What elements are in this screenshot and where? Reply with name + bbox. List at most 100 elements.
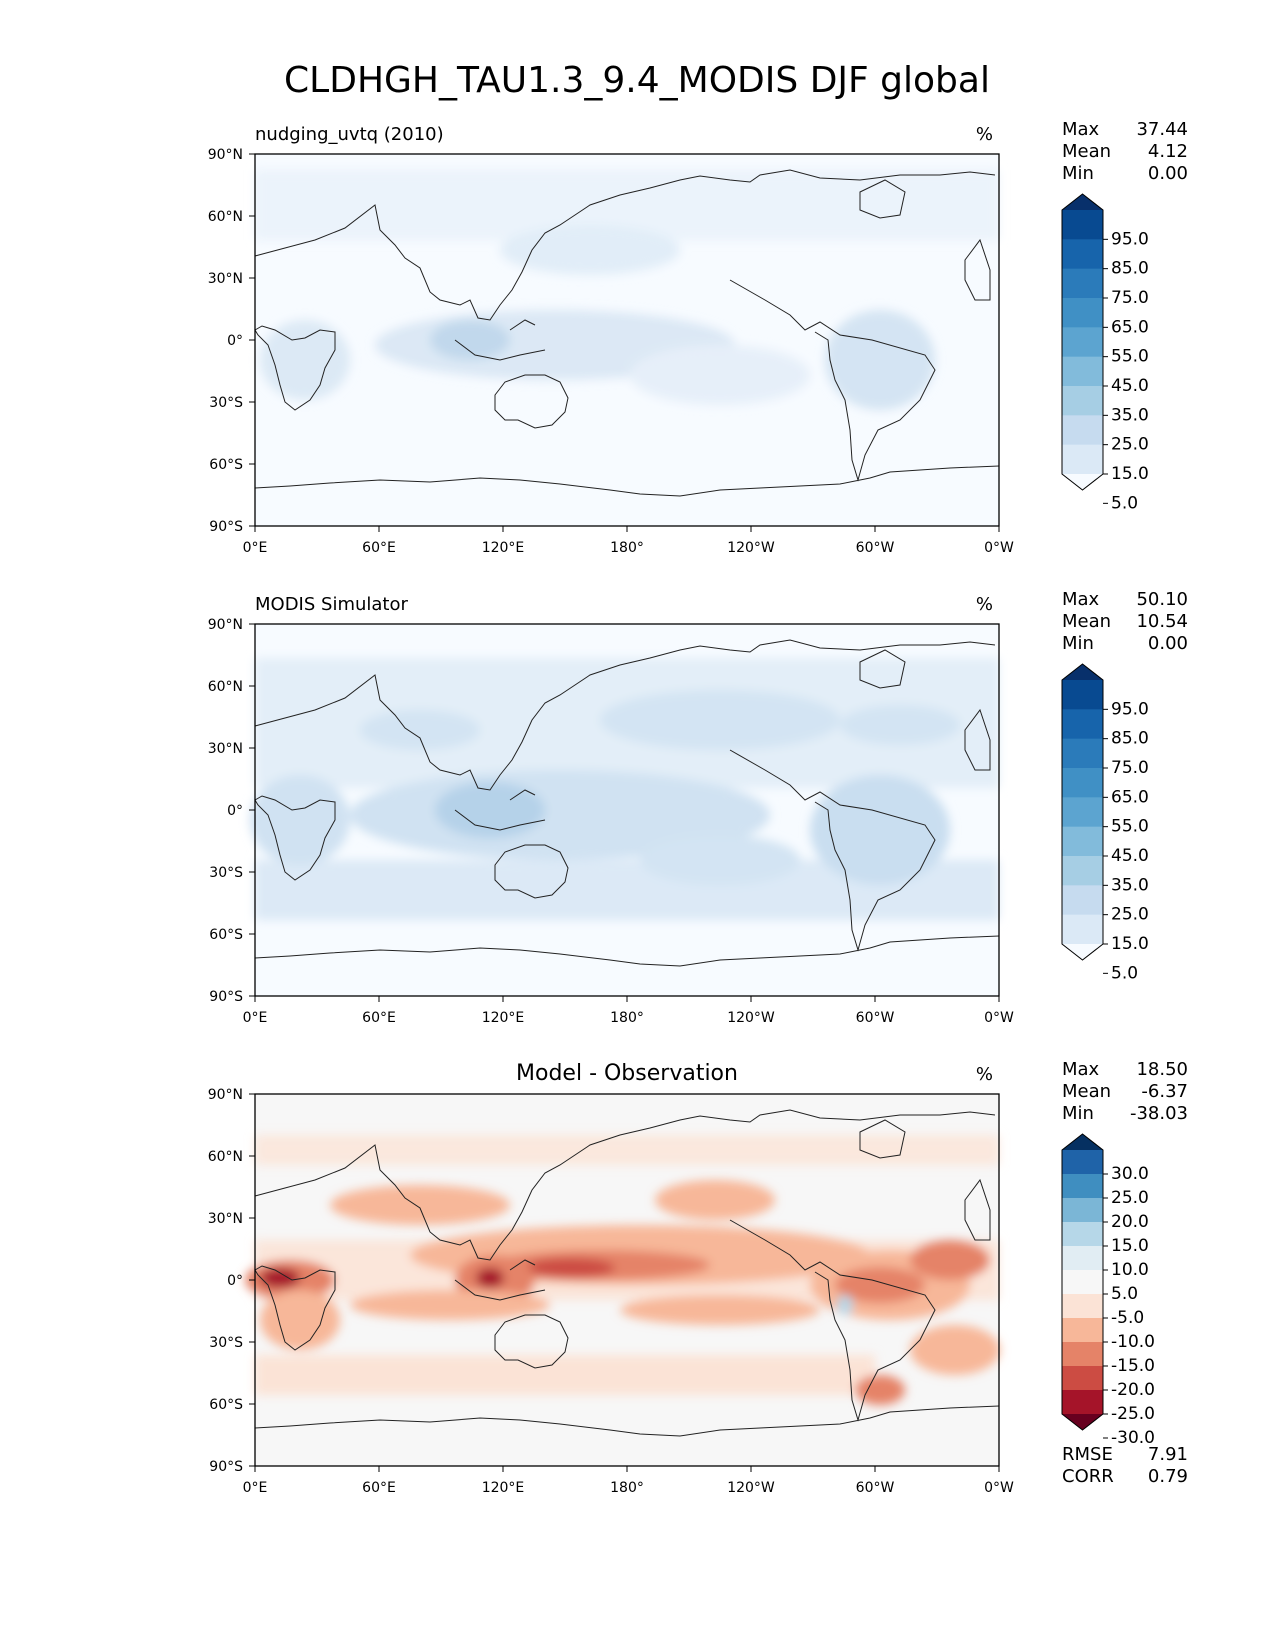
stat-mean-label: Mean <box>1062 611 1111 632</box>
map-test <box>254 153 1000 527</box>
colorbar-tick-label: 25.0 <box>1111 435 1149 455</box>
colorbar-swatch <box>1062 239 1103 270</box>
colorbar-swatch <box>1062 797 1103 828</box>
map-reference <box>250 623 1000 997</box>
lon-tick-label: 120°W <box>727 1480 775 1496</box>
colorbar-extend-max <box>1062 1134 1103 1150</box>
colorbar-swatch <box>1062 1174 1103 1199</box>
colorbar-tick-label: -30.0 <box>1111 1428 1155 1448</box>
lon-tick-label: 120°W <box>727 540 775 556</box>
lat-tick-label: 60°S <box>209 1397 243 1413</box>
lat-tick-label: 60°S <box>209 457 243 473</box>
colorbar-tick-label: 95.0 <box>1111 699 1149 719</box>
lat-tick-label: 30°S <box>209 1335 243 1351</box>
colorbar-swatch <box>1062 210 1103 240</box>
colorbar-swatch <box>1062 1366 1103 1391</box>
colorbar-swatch <box>1062 386 1103 416</box>
colorbar-swatch <box>1062 415 1103 446</box>
stat-mean-label: Mean <box>1062 141 1111 162</box>
colorbar-swatch <box>1062 1198 1103 1223</box>
lat-tick-label: 60°N <box>208 1149 243 1165</box>
lat-tick-label: 90°N <box>208 1087 243 1103</box>
stat-max-value: 37.44 <box>1136 119 1188 140</box>
stat-min-label: Min <box>1062 633 1094 654</box>
lon-axis: 0°E 60°E 120°E 180° 120°W 60°W 0°W <box>243 526 1014 556</box>
colorbar-swatch <box>1062 856 1103 886</box>
lat-axis: 90°N 60°N 30°N 0° 30°S 60°S 90°S <box>208 617 255 1005</box>
colorbar-swatch <box>1062 268 1103 299</box>
stat-min-value: 0.00 <box>1148 633 1188 654</box>
colorbar-tick-label: 55.0 <box>1111 347 1149 367</box>
colorbar-extend-max <box>1062 664 1103 680</box>
colorbar-swatch <box>1062 1246 1103 1271</box>
panel-units: % <box>976 594 993 615</box>
colorbar-swatch <box>1062 1342 1103 1367</box>
colorbar-tick-label: 35.0 <box>1111 405 1149 425</box>
colorbar-tick-label: 15.0 <box>1111 1236 1149 1256</box>
lon-axis: 0°E 60°E 120°E 180° 120°W 60°W 0°W <box>243 996 1014 1026</box>
stat-mean-value: -6.37 <box>1141 1081 1188 1102</box>
lon-tick-label: 120°E <box>482 540 525 556</box>
colorbar-tick-label: -25.0 <box>1111 1404 1155 1424</box>
stats-block: Max 50.10 Mean 10.54 Min 0.00 <box>1062 589 1188 654</box>
stat-min-value: -38.03 <box>1130 1103 1188 1124</box>
stats-block: Max 37.44 Mean 4.12 Min 0.00 <box>1062 119 1188 184</box>
lon-tick-label: 180° <box>610 540 644 556</box>
lon-tick-label: 60°W <box>856 540 895 556</box>
colorbar-tick-label: 5.0 <box>1111 1284 1138 1304</box>
lat-tick-label: 90°S <box>209 989 243 1005</box>
colorbar-extend-min <box>1062 944 1103 960</box>
colorbar-swatch <box>1062 1222 1103 1247</box>
stat-min-label: Min <box>1062 1103 1094 1124</box>
colorbar-tick-label: 5.0 <box>1111 963 1138 983</box>
colorbar-tick-label: 65.0 <box>1111 317 1149 337</box>
coastlines <box>254 169 1000 497</box>
lat-tick-label: 60°N <box>208 209 243 225</box>
colorbar-extend-max <box>1062 194 1103 210</box>
colorbar: 30.0 25.0 20.0 15.0 10.0 5.0 -5.0 -10.0 -15.0 -20… <box>1061 1133 1155 1448</box>
lat-tick-label: 0° <box>227 1273 243 1289</box>
colorbar-tick-label: 45.0 <box>1111 846 1149 866</box>
lat-tick-label: 60°S <box>209 927 243 943</box>
colorbar-tick-label: 20.0 <box>1111 1212 1149 1232</box>
lat-tick-label: 90°N <box>208 617 243 633</box>
colorbar-tick-label: 25.0 <box>1111 1188 1149 1208</box>
lon-tick-label: 120°E <box>482 1480 525 1496</box>
stat-rmse-value: 7.91 <box>1148 1444 1188 1465</box>
stat-max-label: Max <box>1062 589 1100 610</box>
colorbar-swatch <box>1062 914 1103 945</box>
colorbar-swatch <box>1062 1318 1103 1343</box>
stat-max-value: 18.50 <box>1136 1059 1188 1080</box>
lon-tick-label: 0°E <box>243 1480 268 1496</box>
colorbar-swatch <box>1062 826 1103 857</box>
colorbar-swatch <box>1062 709 1103 740</box>
colorbar-swatch <box>1062 738 1103 769</box>
colorbar-tick-label: 25.0 <box>1111 905 1149 925</box>
panel-units: % <box>976 124 993 145</box>
stat-max-label: Max <box>1062 119 1100 140</box>
lon-tick-label: 120°W <box>727 1010 775 1026</box>
colorbar-swatch <box>1062 885 1103 916</box>
colorbar-tick-label: 95.0 <box>1111 229 1149 249</box>
colorbar-swatch <box>1062 1150 1103 1175</box>
colorbar-swatch <box>1062 680 1103 710</box>
lat-axis: 90°N 60°N 30°N 0° 30°S 60°S 90°S <box>208 147 255 535</box>
lon-tick-label: 0°W <box>984 1480 1014 1496</box>
colorbar-tick-label: 85.0 <box>1111 259 1149 279</box>
lon-tick-label: 180° <box>610 1010 644 1026</box>
lon-tick-label: 60°W <box>856 1010 895 1026</box>
lat-tick-label: 0° <box>227 803 243 819</box>
panel-title: MODIS Simulator <box>255 594 408 615</box>
stats-block: Max 18.50 Mean -6.37 Min -38.03 RMSE 7.9… <box>1062 1059 1188 1487</box>
lat-tick-label: 30°S <box>209 865 243 881</box>
lat-tick-label: 30°N <box>208 271 243 287</box>
lat-tick-label: 30°N <box>208 1211 243 1227</box>
lat-tick-label: 90°S <box>209 1459 243 1475</box>
lat-axis: 90°N 60°N 30°N 0° 30°S 60°S 90°S <box>208 1087 255 1475</box>
lon-tick-label: 60°W <box>856 1480 895 1496</box>
colorbar-tick-label: 45.0 <box>1111 376 1149 396</box>
panel-difference: Model - Observation % <box>208 1059 1188 1496</box>
colorbar-swatch <box>1062 1294 1103 1319</box>
colorbar-tick-label: 55.0 <box>1111 817 1149 837</box>
